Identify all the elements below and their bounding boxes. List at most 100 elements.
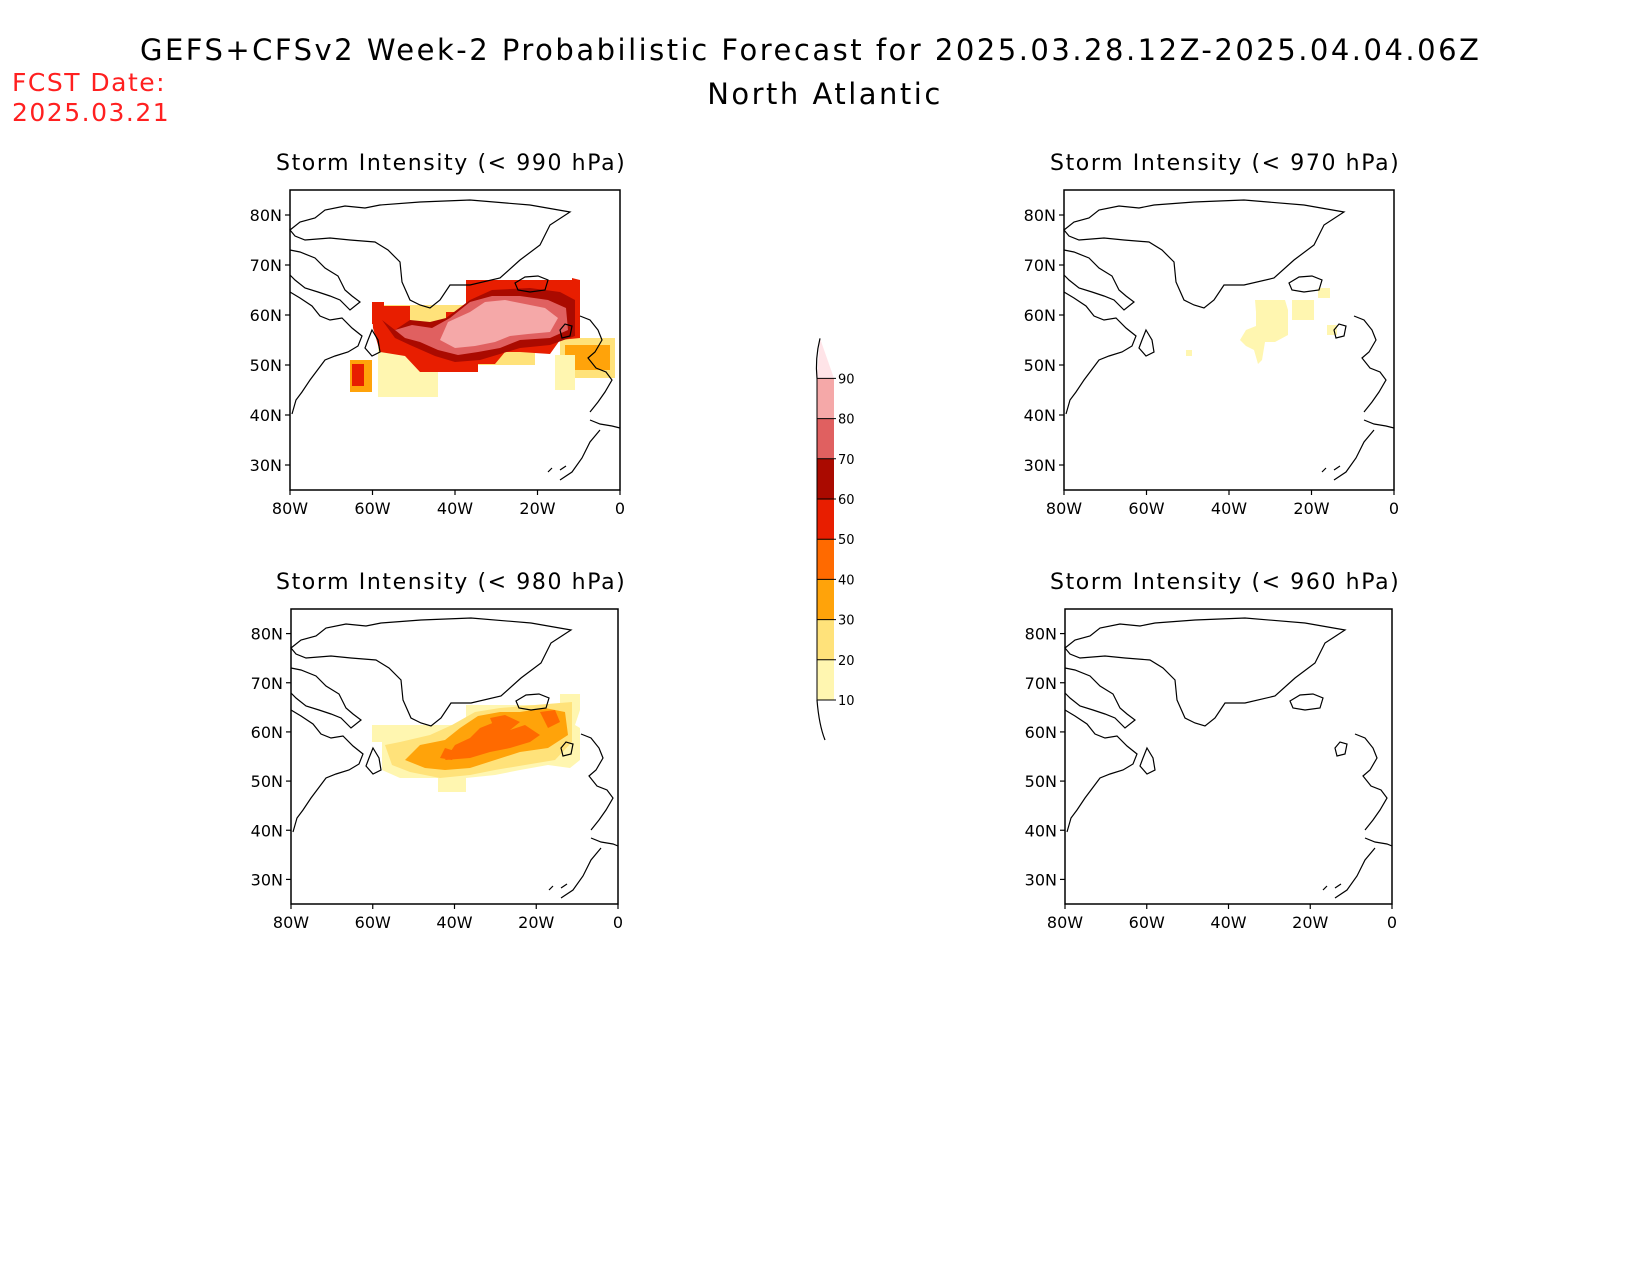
prob-region-40 bbox=[540, 710, 560, 728]
prob-cell bbox=[1318, 288, 1330, 298]
coastlines-960 bbox=[1064, 617, 1393, 899]
lon-tick-label: 60W bbox=[1128, 499, 1164, 518]
prob-region-40 bbox=[445, 722, 540, 760]
lon-tick-label: 20W bbox=[518, 913, 554, 932]
lon-tick-label: 40W bbox=[436, 913, 472, 932]
lat-tick-label: 80N bbox=[1024, 206, 1056, 225]
lat-tick-label: 50N bbox=[250, 356, 282, 375]
colorbar-segment bbox=[817, 499, 834, 540]
prob-cell bbox=[1292, 300, 1314, 320]
map-frame-960 bbox=[1064, 608, 1393, 905]
colorbar-label: 30 bbox=[838, 614, 855, 629]
colorbar-upper-edge bbox=[815, 338, 821, 379]
lat-tick-label: 60N bbox=[1025, 723, 1057, 742]
prob-cell bbox=[352, 364, 364, 386]
axis-ticks: 80N 70N 60N 50N 40N 30N 80W 60W 40W 20W 0 80N 70N 60N… bbox=[250, 206, 1399, 932]
lat-tick-label: 70N bbox=[1024, 256, 1056, 275]
lat-tick-label: 60N bbox=[250, 306, 282, 325]
lat-tick-label: 50N bbox=[1025, 772, 1057, 791]
lat-tick-label: 50N bbox=[251, 772, 283, 791]
coastlines-990 bbox=[289, 199, 621, 481]
prob-region-40 bbox=[490, 715, 520, 730]
colorbar-segment bbox=[817, 458, 834, 499]
lat-tick-label: 80N bbox=[250, 206, 282, 225]
prob-region-40 bbox=[440, 748, 458, 760]
colorbar-segment bbox=[817, 539, 834, 580]
probability-field-990 bbox=[350, 278, 615, 397]
colorbar-label: 60 bbox=[838, 493, 855, 508]
coastlines-970 bbox=[1063, 199, 1395, 481]
lon-tick-label: 80W bbox=[1046, 499, 1082, 518]
panel-960 bbox=[1064, 608, 1393, 905]
colorbar-label: 70 bbox=[838, 453, 855, 468]
colorbar-segment bbox=[817, 659, 834, 700]
panel-980 bbox=[290, 608, 619, 905]
lat-tick-label: 30N bbox=[251, 870, 283, 889]
lat-tick-label: 40N bbox=[250, 406, 282, 425]
colorbar-upper-extension bbox=[817, 338, 834, 379]
colorbar-label: 90 bbox=[838, 372, 855, 387]
lon-tick-label: 40W bbox=[437, 499, 473, 518]
colorbar-label: 50 bbox=[838, 533, 855, 548]
prob-region-80 bbox=[480, 315, 530, 334]
lat-tick-label: 70N bbox=[251, 674, 283, 693]
lat-tick-label: 30N bbox=[250, 456, 282, 475]
lat-tick-label: 70N bbox=[1025, 674, 1057, 693]
lon-tick-label: 80W bbox=[1047, 913, 1083, 932]
colorbar-label: 40 bbox=[838, 573, 855, 588]
lon-tick-label: 20W bbox=[1292, 913, 1328, 932]
lon-tick-label: 80W bbox=[273, 913, 309, 932]
probability-field-980 bbox=[372, 694, 580, 792]
lat-tick-label: 40N bbox=[1024, 406, 1056, 425]
lat-tick-label: 50N bbox=[1024, 356, 1056, 375]
lon-tick-label: 0 bbox=[1389, 499, 1399, 518]
panel-title-960: Storm Intensity (< 960 hPa) bbox=[1050, 570, 1401, 595]
colorbar-segment bbox=[817, 619, 834, 660]
colorbar-lower-edge bbox=[816, 699, 826, 741]
panel-970 bbox=[1063, 189, 1395, 491]
lon-tick-label: 20W bbox=[519, 499, 555, 518]
panel-title-980: Storm Intensity (< 980 hPa) bbox=[276, 570, 627, 595]
colorbar-segment bbox=[817, 378, 834, 419]
colorbar-segment bbox=[817, 418, 834, 459]
lon-tick-label: 60W bbox=[1129, 913, 1165, 932]
prob-cell bbox=[555, 355, 575, 390]
colorbar-label: 20 bbox=[838, 654, 855, 669]
prob-region-10 bbox=[1240, 300, 1288, 364]
lon-tick-label: 60W bbox=[355, 913, 391, 932]
forecast-date-label: FCST Date: bbox=[12, 68, 167, 97]
coastlines-980 bbox=[290, 617, 619, 899]
colorbar: 10 20 30 40 50 60 70 80 90 bbox=[815, 338, 855, 741]
prob-cell bbox=[1327, 325, 1337, 335]
lon-tick-label: 0 bbox=[1387, 913, 1397, 932]
colorbar-label: 80 bbox=[838, 413, 855, 428]
lon-tick-label: 0 bbox=[613, 913, 623, 932]
panel-title-990: Storm Intensity (< 990 hPa) bbox=[276, 151, 627, 176]
forecast-date-value: 2025.03.21 bbox=[12, 98, 171, 127]
lat-tick-label: 70N bbox=[250, 256, 282, 275]
lat-tick-label: 30N bbox=[1025, 870, 1057, 889]
colorbar-lower-extension bbox=[817, 700, 834, 740]
lon-tick-label: 80W bbox=[272, 499, 308, 518]
probability-field-970 bbox=[1186, 288, 1337, 364]
lat-tick-label: 40N bbox=[1025, 821, 1057, 840]
lon-tick-label: 40W bbox=[1211, 499, 1247, 518]
map-frame-970 bbox=[1063, 189, 1395, 491]
prob-cell bbox=[1186, 350, 1192, 356]
region-title: North Atlantic bbox=[707, 77, 943, 111]
lon-tick-label: 0 bbox=[615, 499, 625, 518]
forecast-date-block: FCST Date: 2025.03.21 bbox=[12, 68, 170, 128]
main-title: GEFS+CFSv2 Week-2 Probabilistic Forecast… bbox=[140, 33, 1482, 67]
lon-tick-label: 60W bbox=[354, 499, 390, 518]
lat-tick-label: 60N bbox=[1024, 306, 1056, 325]
lat-tick-label: 60N bbox=[251, 723, 283, 742]
panel-title-970: Storm Intensity (< 970 hPa) bbox=[1050, 151, 1401, 176]
prob-cell bbox=[372, 302, 384, 324]
lat-tick-label: 80N bbox=[251, 625, 283, 644]
lat-tick-label: 30N bbox=[1024, 456, 1056, 475]
lat-tick-label: 80N bbox=[1025, 625, 1057, 644]
lon-tick-label: 20W bbox=[1293, 499, 1329, 518]
panel-990 bbox=[289, 189, 621, 491]
lon-tick-label: 40W bbox=[1210, 913, 1246, 932]
